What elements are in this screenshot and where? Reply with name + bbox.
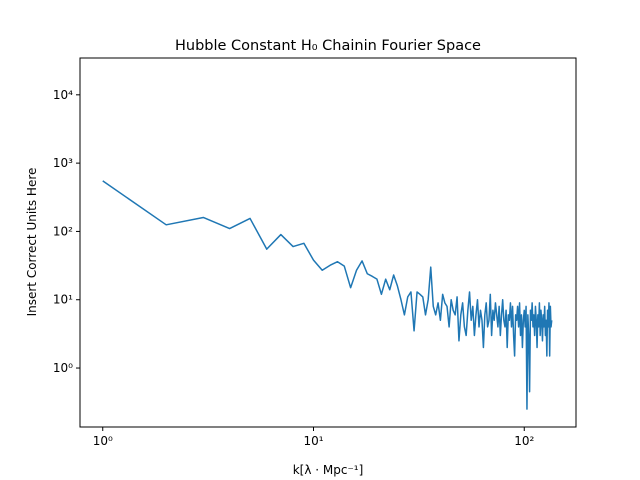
data-line [102,180,553,410]
y-axis-label: Insert Correct Units Here [25,168,39,317]
x-tick-label: 10¹ [303,434,323,448]
x-tick-label: 10² [514,434,534,448]
y-tick-label: 10² [53,224,73,238]
plot-frame [79,57,577,428]
y-tick-label: 10¹ [53,293,73,307]
chart-title: Hubble Constant H₀ Chainin Fourier Space [175,38,481,54]
y-tick-label: 10³ [53,156,73,170]
x-axis-label: k[λ · Mpc⁻¹] [293,463,364,477]
x-tick-label: 10⁰ [93,434,113,448]
y-tick-label: 10⁰ [53,361,73,375]
y-tick-label: 10⁴ [53,88,73,102]
